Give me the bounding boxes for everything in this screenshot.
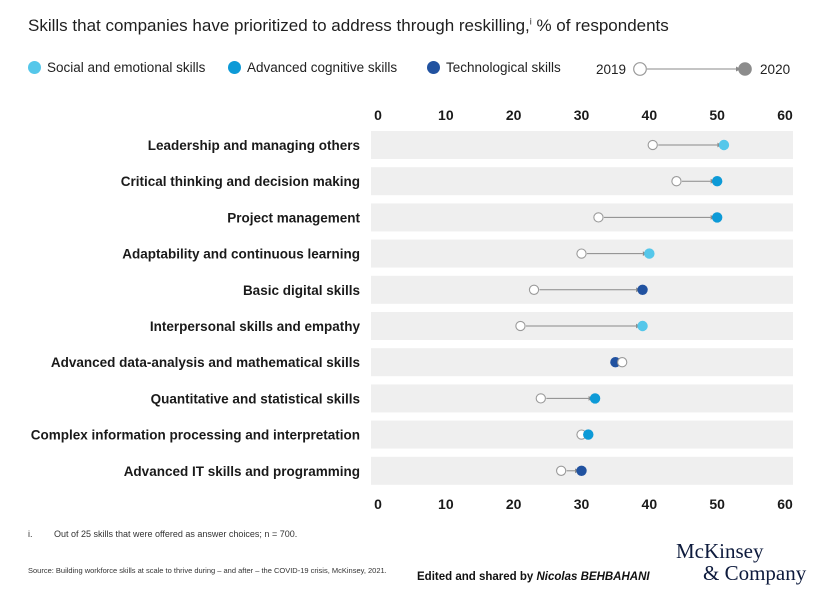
x-tick-label-bottom: 40 [642, 496, 658, 512]
legend-item-social: Social and emotional skills [28, 60, 205, 75]
x-tick-label-top: 0 [374, 107, 382, 123]
marker-2019 [556, 465, 567, 476]
legend-marker-2019 [633, 62, 647, 76]
logo-line-2: & Company [703, 561, 807, 585]
row-label: Advanced data-analysis and mathematical … [51, 355, 360, 370]
x-tick-label-bottom: 30 [574, 496, 590, 512]
row-label: Project management [227, 210, 360, 225]
legend-year-arrow-icon [633, 62, 752, 76]
credit-prefix: Edited and shared by [417, 571, 537, 583]
legend-label-2019: 2019 [596, 61, 627, 77]
marker-2019 [576, 248, 587, 259]
marker-2020 [711, 212, 723, 223]
marker-2019 [528, 284, 540, 295]
logo-line-1: McKinsey [676, 539, 764, 563]
legend-label-cognitive: Advanced cognitive skills [247, 60, 398, 75]
marker-2020 [644, 248, 655, 259]
x-tick-label-top: 50 [709, 107, 725, 123]
x-tick-label-bottom: 60 [777, 496, 793, 512]
row-label: Quantitative and statistical skills [151, 391, 360, 406]
row-background [371, 348, 793, 377]
title-footnote-marker: i [529, 16, 532, 27]
row-background [371, 203, 793, 232]
chart-title-suffix: % of respondents [531, 16, 669, 35]
legend-label-2020: 2020 [760, 61, 791, 77]
marker-2019 [515, 320, 526, 332]
legend-label-technological: Technological skills [446, 60, 561, 75]
row-label: Complex information processing and inter… [31, 428, 360, 443]
source-note: Source: Building workforce skills at sca… [28, 566, 387, 575]
x-tick-label-top: 30 [574, 107, 590, 123]
legend-item-cognitive: Advanced cognitive skills [228, 60, 397, 75]
marker-2020 [637, 320, 648, 332]
marker-2020 [637, 284, 648, 295]
credit-line: Edited and shared by Nicolas BEHBAHANI [417, 571, 650, 583]
marker-2019 [671, 176, 682, 187]
footnote-text: Out of 25 skills that were offered as an… [54, 529, 298, 539]
row-label: Interpersonal skills and empathy [150, 319, 361, 334]
chart-legend: Social and emotional skills Advanced cog… [28, 60, 808, 80]
legend-item-technological: Technological skills [427, 60, 561, 75]
chart-title-text: Skills that companies have prioritized t… [28, 16, 530, 35]
marker-2019 [535, 393, 546, 404]
row-label: Advanced IT skills and programming [124, 464, 360, 479]
footnote-marker: i. [28, 529, 33, 539]
credit-name: Nicolas BEHBAHANI [536, 571, 650, 583]
legend-dot-cognitive [228, 61, 241, 74]
row-label: Leadership and managing others [148, 138, 360, 153]
x-tick-label-bottom: 20 [506, 496, 522, 512]
legend-item-years: 2019 2020 [596, 60, 790, 78]
marker-2019 [593, 212, 604, 223]
x-tick-label-top: 60 [777, 107, 793, 123]
row-label: Basic digital skills [243, 283, 360, 298]
footnote: i. Out of 25 skills that were offered as … [28, 529, 297, 539]
x-tick-label-bottom: 50 [709, 496, 725, 512]
marker-2020 [583, 429, 594, 440]
marker-2020 [576, 465, 587, 476]
mckinsey-logo: McKinsey & Company [676, 540, 816, 584]
x-tick-label-top: 40 [642, 107, 658, 123]
x-tick-label-top: 20 [506, 107, 522, 123]
marker-2020 [718, 139, 730, 151]
row-background [371, 167, 793, 196]
chart-title: Skills that companies have prioritized t… [28, 16, 669, 36]
row-background [371, 131, 793, 159]
x-tick-label-bottom: 10 [438, 496, 454, 512]
row-label: Critical thinking and decision making [121, 174, 360, 189]
legend-dot-social [28, 61, 41, 74]
legend-marker-2020 [738, 62, 752, 76]
marker-2020 [711, 176, 723, 187]
legend-label-social: Social and emotional skills [47, 60, 206, 75]
marker-2019 [647, 139, 658, 151]
x-tick-label-top: 10 [438, 107, 454, 123]
legend-dot-technological [427, 61, 440, 74]
marker-2019 [617, 357, 628, 368]
marker-2020 [589, 393, 601, 404]
x-tick-label-bottom: 0 [374, 496, 382, 512]
row-label: Adaptability and continuous learning [122, 247, 360, 262]
